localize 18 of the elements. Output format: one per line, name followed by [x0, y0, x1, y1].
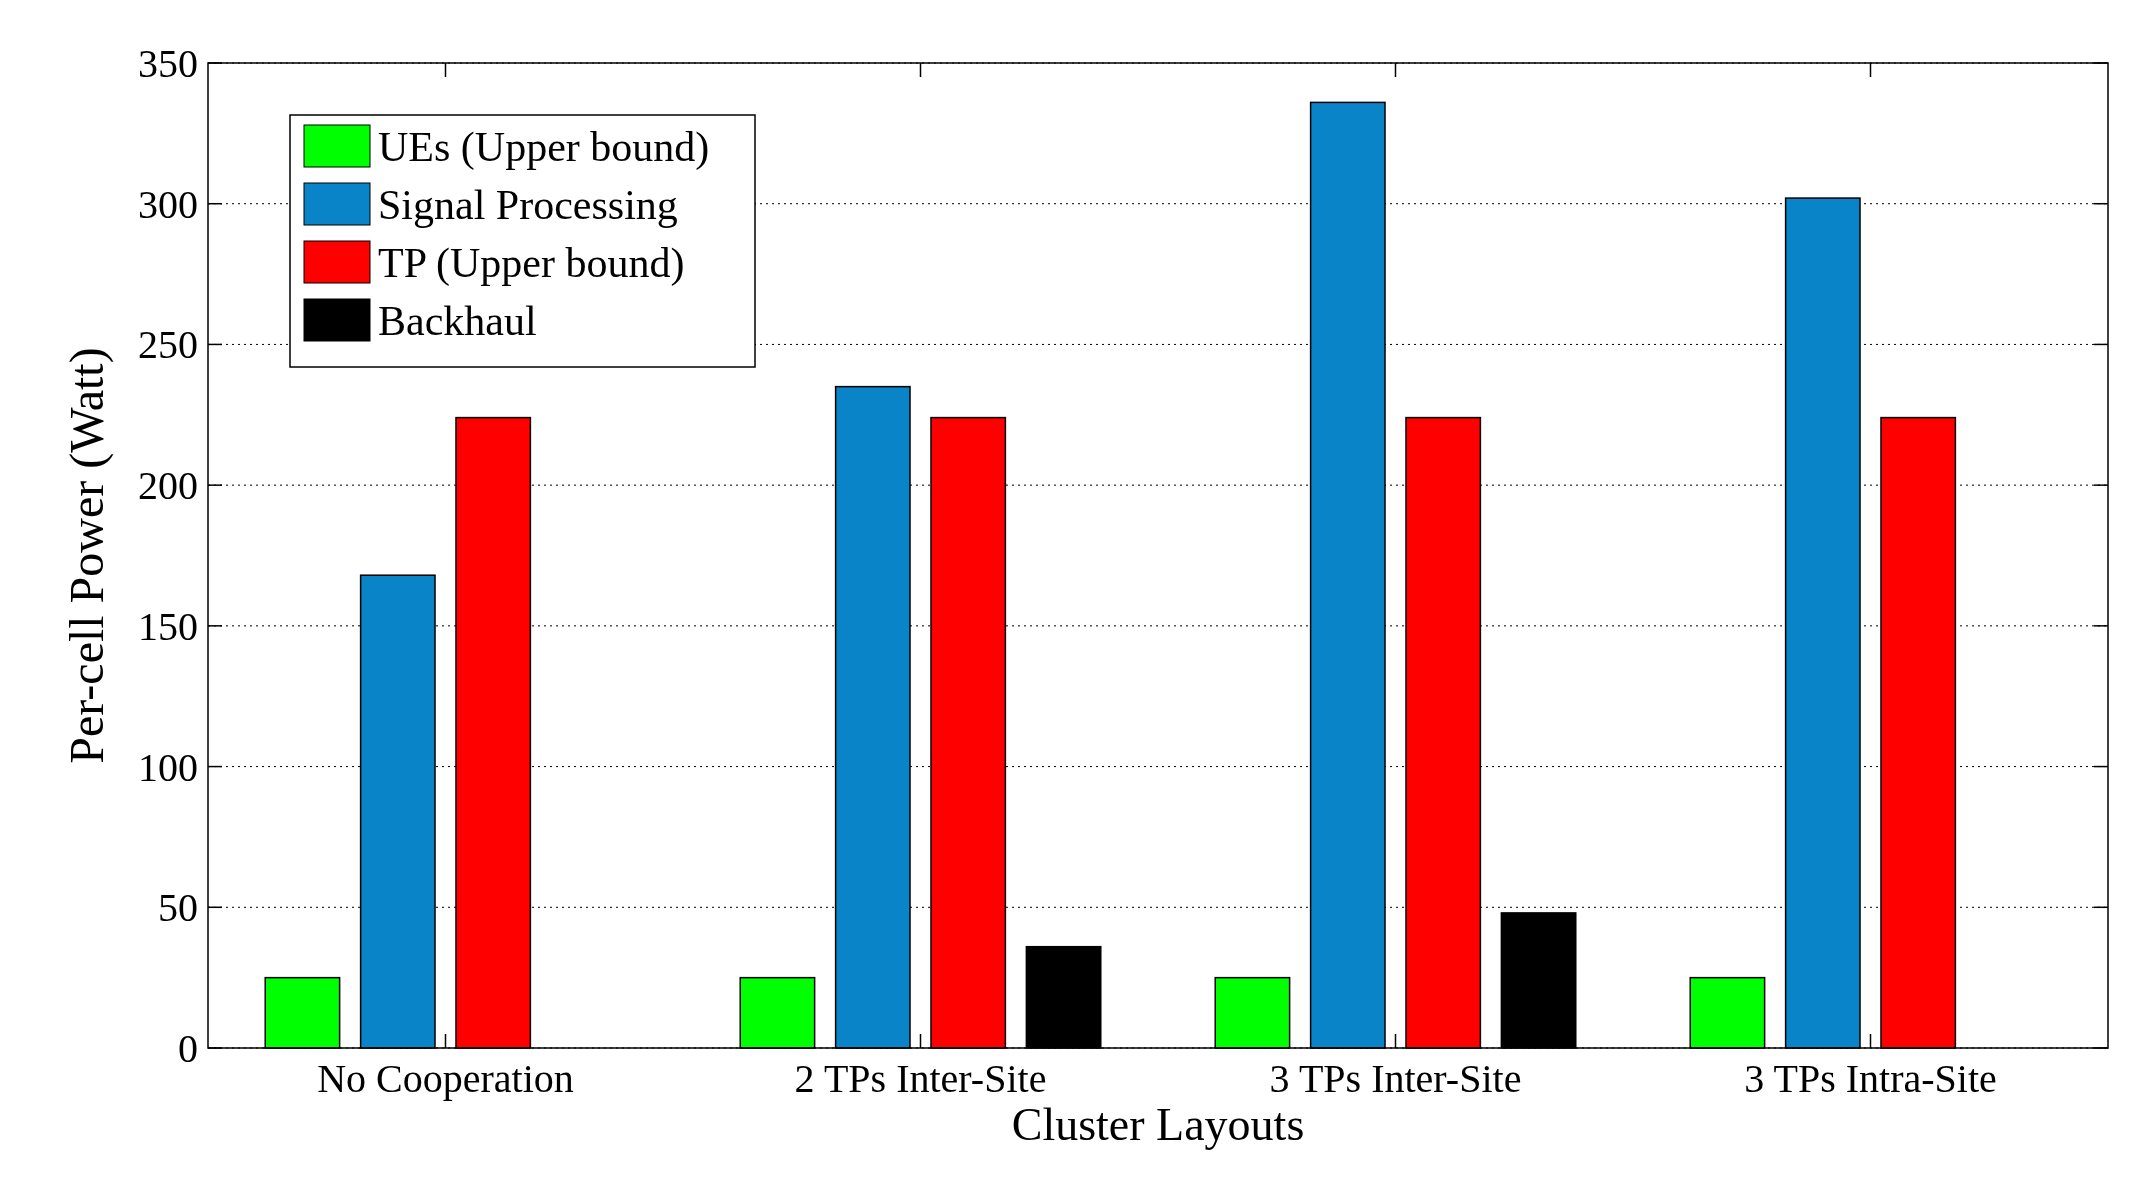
y-axis-title: Per-cell Power (Watt) [60, 347, 114, 764]
y-tick-label: 300 [138, 181, 198, 227]
x-tick-label: 3 TPs Intra-Site [1744, 1056, 1997, 1101]
x-tick-label: No Cooperation [317, 1056, 574, 1101]
y-tick-label: 200 [138, 463, 198, 509]
y-tick-label: 350 [138, 41, 198, 86]
y-tick-label: 50 [158, 885, 198, 931]
x-axis-title: Cluster Layouts [1011, 1099, 1305, 1151]
y-tick-label: 150 [138, 603, 198, 649]
x-tick-label: 3 TPs Inter-Site [1269, 1056, 1522, 1101]
y-tick-label: 250 [138, 322, 198, 368]
legend-label: UEs (Upper bound) [378, 123, 710, 171]
x-tick-label: 2 TPs Inter-Site [794, 1056, 1047, 1101]
y-tick-label: 100 [138, 744, 198, 790]
y-tick-label: 0 [178, 1026, 198, 1071]
legend-label: Backhaul [378, 297, 537, 344]
legend-label: Signal Processing [378, 181, 678, 228]
legend-label: TP (Upper bound) [378, 239, 685, 287]
